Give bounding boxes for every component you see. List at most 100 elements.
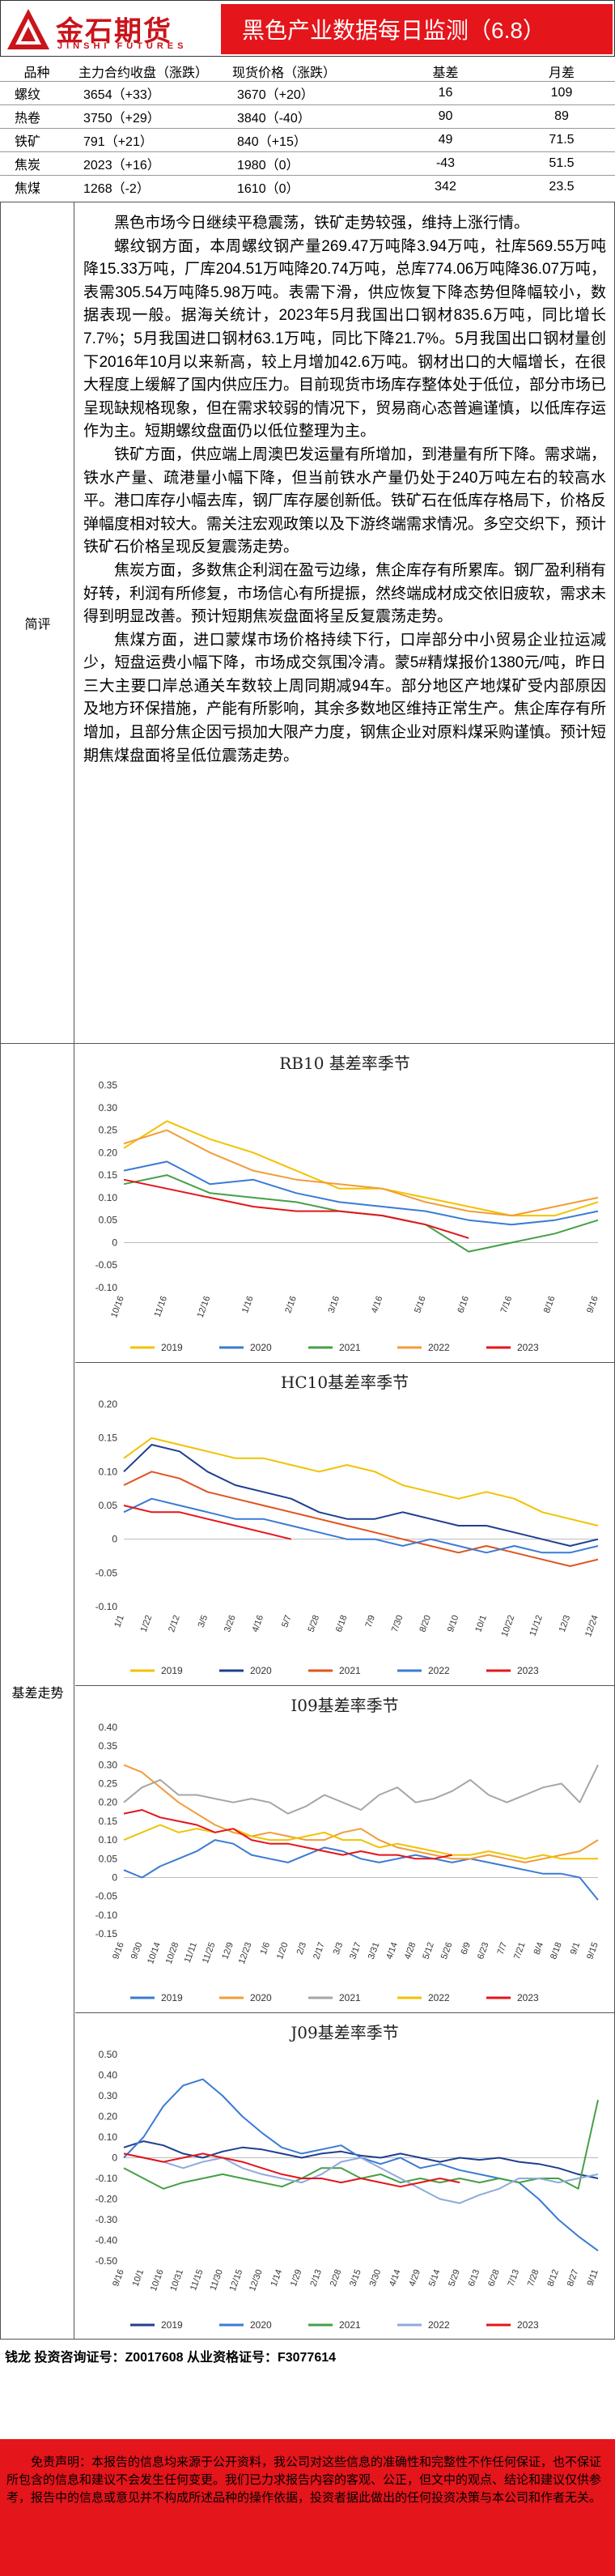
- x-tick-label: 10/22: [500, 1614, 517, 1638]
- series-line: [123, 1444, 599, 1547]
- y-tick-label: 0.35: [99, 1079, 118, 1091]
- y-tick-label: 0.25: [99, 1125, 118, 1136]
- y-tick-label: 0.20: [99, 1797, 118, 1808]
- legend-label: 2019: [161, 1342, 183, 1353]
- y-tick-label: -0.10: [95, 1601, 118, 1612]
- content-grid: 简评 基差走势 黑色市场今日继续平稳震荡，铁矿走势较强，维持上涨行情。 螺纹钢方…: [0, 202, 615, 2340]
- x-tick-label: 9/10: [446, 1614, 461, 1633]
- basis-section-label: 基差走势: [11, 1686, 64, 1701]
- x-tick-label: 11/30: [208, 2268, 224, 2292]
- legend-label: 2019: [161, 1992, 183, 2003]
- spread-value: 51.5: [508, 151, 615, 176]
- spread-value: 89: [508, 104, 615, 129]
- commentary-paragraph: 黑色市场今日继续平稳震荡，铁矿走势较强，维持上涨行情。: [114, 215, 530, 232]
- legend-label: 2023: [517, 1342, 539, 1353]
- x-tick-label: 10/28: [164, 1941, 181, 1965]
- x-tick-label: 2/16: [283, 1295, 299, 1314]
- y-tick-label: 0.35: [99, 1740, 118, 1752]
- x-tick-label: 2/3: [295, 1941, 309, 1956]
- commentary-paragraph: 螺纹钢方面，本周螺纹钢产量269.47万吨降3.94万吨，社库569.55万吨降…: [83, 237, 607, 441]
- close-price: 3750（+29）: [74, 104, 227, 129]
- x-tick-label: 8/12: [545, 2268, 561, 2288]
- chart-title: I09基差率季节: [291, 1696, 398, 1715]
- y-tick-label: 0.05: [99, 1500, 118, 1511]
- legend-label: 2020: [250, 1665, 272, 1676]
- logo-mark-icon: [7, 9, 49, 49]
- x-tick-label: 1/29: [289, 2268, 304, 2288]
- y-tick-label: 0.30: [99, 1102, 118, 1113]
- x-tick-label: 7/21: [512, 1941, 528, 1961]
- x-tick-label: 3/3: [332, 1941, 346, 1956]
- y-tick-label: 0.05: [99, 1853, 118, 1864]
- spot-price: 3840（-40）: [227, 104, 383, 129]
- x-tick-label: 9/1: [569, 1941, 583, 1956]
- x-tick-label: 6/16: [456, 1295, 471, 1314]
- x-tick-label: 8/18: [549, 1941, 564, 1961]
- x-tick-label: 8/16: [542, 1295, 558, 1314]
- x-tick-label: 10/1: [473, 1614, 489, 1633]
- series-line: [123, 1809, 452, 1860]
- y-tick-label: 0.10: [99, 1192, 118, 1203]
- legend-label: 2023: [517, 1665, 539, 1676]
- analyst-credentials: 钱龙 投资咨询证号：Z0017608 从业资格证号：F3077614: [5, 2351, 337, 2365]
- col-header-spread: 月差: [508, 62, 615, 82]
- series-line: [123, 1824, 598, 1860]
- series-line: [123, 1764, 599, 1863]
- spot-price: 840（+15）: [227, 128, 383, 152]
- legend-label: 2020: [250, 1342, 272, 1353]
- x-tick-label: 12/16: [196, 1295, 213, 1319]
- x-tick-label: 9/30: [129, 1941, 145, 1961]
- x-tick-label: 11/11: [183, 1941, 199, 1964]
- x-tick-label: 5/14: [427, 2268, 443, 2288]
- col-header-spot: 现货价格（涨跌）: [227, 62, 383, 82]
- x-tick-label: 2/17: [312, 1941, 327, 1961]
- x-tick-label: 12/15: [228, 2268, 245, 2293]
- x-tick-label: 3/30: [368, 2268, 384, 2288]
- x-tick-label: 1/16: [240, 1295, 256, 1314]
- y-tick-label: 0.05: [99, 1215, 118, 1226]
- x-tick-label: 1/1: [112, 1614, 126, 1629]
- x-tick-label: 6/28: [486, 2268, 502, 2288]
- basis-value: 342: [383, 175, 508, 199]
- x-tick-label: 9/11: [585, 2268, 600, 2287]
- commentary-paragraph: 铁矿方面，供应端上周澳巴发运量有所增加，到港量有所下降。需求端，铁水产量、疏港量…: [83, 445, 607, 556]
- report-header: 金石期货 JINSHI FUTURES 黑色产业数据每日监测（6.8）: [0, 0, 615, 57]
- x-tick-label: 12/9: [220, 1941, 235, 1961]
- x-tick-label: 6/23: [476, 1941, 491, 1961]
- chart-divider: [75, 1362, 614, 1363]
- series-line: [123, 1839, 599, 1901]
- x-tick-label: 9/16: [111, 2268, 126, 2288]
- x-tick-label: 1/14: [269, 2268, 285, 2288]
- y-tick-label: 0: [112, 1534, 117, 1545]
- legend-label: 2023: [517, 2319, 539, 2331]
- x-tick-label: 6/18: [334, 1614, 350, 1633]
- y-tick-label: 0: [112, 1237, 117, 1248]
- series-line: [123, 1129, 599, 1217]
- table-row: 铁矿 791（+21） 840（+15） 49 71.5: [0, 128, 615, 152]
- x-tick-label: 5/16: [413, 1295, 428, 1314]
- x-tick-label: 3/31: [367, 1941, 382, 1961]
- spot-price: 1980（0）: [227, 151, 383, 176]
- x-tick-label: 2/13: [308, 2268, 324, 2288]
- x-tick-label: 10/31: [168, 2268, 185, 2293]
- basis-value: 90: [383, 104, 508, 129]
- y-tick-label: 0.30: [99, 2090, 118, 2101]
- y-tick-label: 0.10: [99, 1466, 118, 1477]
- series-line: [123, 2099, 599, 2190]
- legend-label: 2020: [250, 2319, 272, 2331]
- i09-basis-chart: I09基差率季节 -0.15 -0.10 -0.05 0 0.05 0.10 0.15 0.20…: [95, 1696, 600, 2003]
- y-tick-label: 0.10: [99, 2131, 118, 2143]
- series-line: [123, 2140, 599, 2179]
- close-price: 3654（+33）: [74, 81, 227, 105]
- y-tick-label: 0.20: [99, 1147, 118, 1158]
- product-name: 热卷: [0, 104, 74, 129]
- x-tick-label: 4/28: [403, 1941, 418, 1961]
- series-line: [123, 1471, 599, 1567]
- legend-label: 2023: [517, 1992, 539, 2003]
- j09-basis-chart: J09基差率季节 -0.50 -0.40 -0.30 -0.20 -0.10 0 0.10 0.…: [95, 2023, 600, 2331]
- y-tick-label: 0.20: [99, 1399, 118, 1410]
- x-tick-label: 11/25: [201, 1941, 217, 1965]
- x-tick-label: 2/28: [329, 2268, 344, 2288]
- hc10-basis-chart: HC10基差率季节 -0.10 -0.05 0 0.05 0.10 0.15 0.20 1/1 1…: [95, 1373, 600, 1676]
- y-tick-label: -0.40: [95, 2235, 118, 2246]
